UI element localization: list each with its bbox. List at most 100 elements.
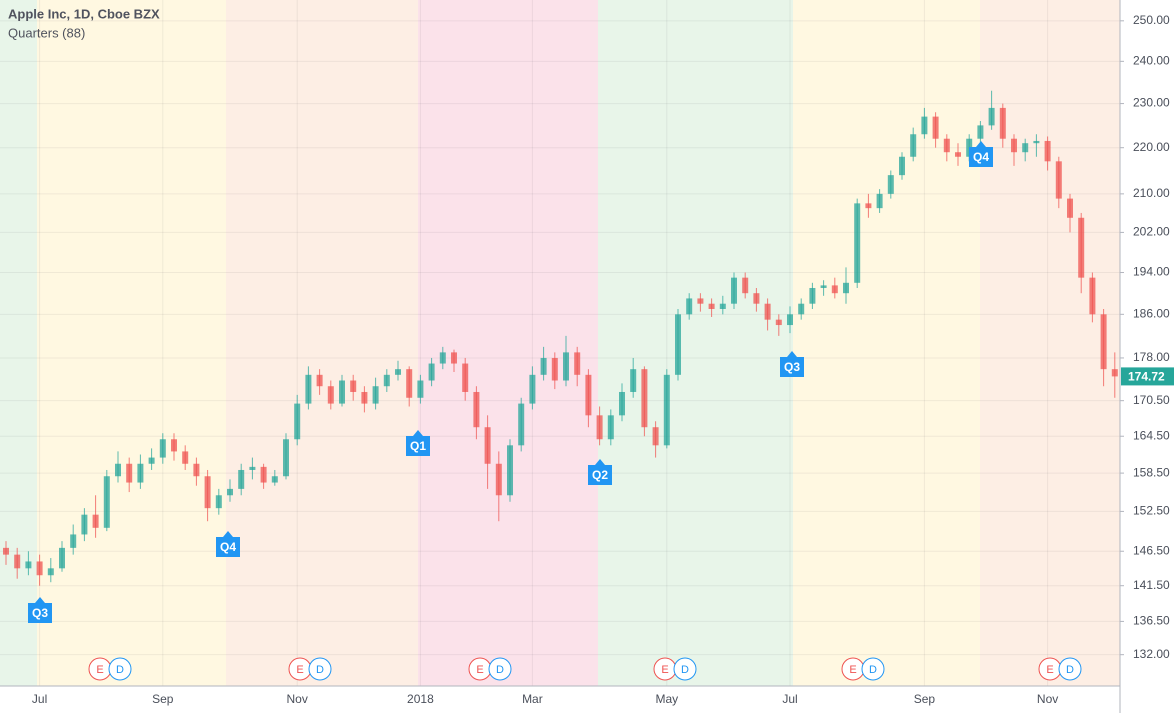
quarter-marker: Q3 xyxy=(780,351,804,377)
y-tick-label: 250.00 xyxy=(1133,13,1170,27)
event-badge[interactable] xyxy=(488,657,512,681)
candle-body xyxy=(204,476,211,509)
x-tick-label: Jul xyxy=(32,692,47,706)
candle-body xyxy=(943,138,950,153)
x-tick-label: Nov xyxy=(287,692,308,706)
indicator-label: Quarters (88) xyxy=(8,25,85,40)
event-badge[interactable] xyxy=(308,657,332,681)
candles xyxy=(3,90,1118,586)
candle-body xyxy=(507,445,513,496)
candle-body xyxy=(36,561,43,576)
quarter-marker: Q3 xyxy=(28,597,52,623)
candle-body xyxy=(686,298,693,315)
quarter-markers: Q3 Q4 Q1 Q2 Q3 Q4 xyxy=(28,141,993,623)
candle-body xyxy=(126,463,133,483)
candle-body xyxy=(1067,198,1073,218)
event-label: D xyxy=(681,664,689,676)
candle-body xyxy=(843,282,849,294)
event-label: E xyxy=(476,664,483,676)
event-label: D xyxy=(116,664,124,676)
candle-body xyxy=(540,357,547,375)
candle-body xyxy=(753,293,760,304)
candle-body xyxy=(831,285,838,294)
candle-body xyxy=(14,554,21,569)
quarter-label: Q2 xyxy=(592,468,608,482)
candle-body xyxy=(327,386,334,404)
candle-body xyxy=(1078,217,1085,278)
y-tick-label: 210.00 xyxy=(1133,186,1170,200)
grid xyxy=(0,0,1120,686)
event-label: D xyxy=(496,664,504,676)
quarter-label: Q3 xyxy=(32,606,48,620)
candle-body xyxy=(1100,314,1107,370)
quarter-marker: Q2 xyxy=(588,459,612,485)
quarter-marker: Q4 xyxy=(216,531,240,557)
candle-body xyxy=(238,469,245,489)
y-tick-label: 186.00 xyxy=(1133,306,1170,320)
last-price-label: 174.72 xyxy=(1128,370,1165,384)
candle-body xyxy=(529,374,536,404)
candle-body xyxy=(137,463,144,483)
y-tick-label: 178.00 xyxy=(1133,350,1170,364)
candle-body xyxy=(585,374,592,416)
event-badge[interactable] xyxy=(108,657,132,681)
candle-body xyxy=(215,495,222,509)
candle-body xyxy=(607,415,614,440)
candle-body xyxy=(775,319,782,326)
event-label: D xyxy=(316,664,324,676)
y-tick-label: 132.00 xyxy=(1133,647,1170,661)
x-tick-label: Sep xyxy=(152,692,174,706)
axes: 250.00 240.00 230.00 220.00 210.00 202.00 194.… xyxy=(32,13,1174,706)
candle-body xyxy=(260,466,267,483)
quarter-label: Q4 xyxy=(973,150,989,164)
candle-body xyxy=(249,466,256,470)
candle-body xyxy=(439,352,446,364)
candle-body xyxy=(316,374,323,387)
event-label: E xyxy=(661,664,668,676)
candle-body xyxy=(988,107,995,126)
candle-body xyxy=(675,314,681,375)
candle-body xyxy=(115,463,121,477)
event-badge[interactable] xyxy=(861,657,885,681)
candle-body xyxy=(182,451,189,464)
candle-body xyxy=(383,374,390,387)
candle-body xyxy=(283,439,289,477)
candle-body xyxy=(641,369,648,428)
candle-body xyxy=(619,391,625,416)
candle-body xyxy=(921,116,928,135)
quarter-label: Q1 xyxy=(410,439,426,453)
event-label: E xyxy=(849,664,856,676)
event-badge[interactable] xyxy=(673,657,697,681)
candle-body xyxy=(428,363,435,381)
candle-body xyxy=(406,369,413,398)
candle-body xyxy=(854,203,861,283)
candle-body xyxy=(473,391,480,428)
candle-body xyxy=(719,303,726,309)
candle-body xyxy=(395,369,401,375)
candle-body xyxy=(3,547,9,555)
x-tick-label: Jul xyxy=(782,692,797,706)
candle-body xyxy=(955,152,961,157)
candle-body xyxy=(81,514,88,535)
candle-body xyxy=(865,203,872,209)
candle-body xyxy=(103,476,110,528)
y-tick-label: 141.50 xyxy=(1133,578,1170,592)
event-badge[interactable] xyxy=(1058,657,1082,681)
candle-body xyxy=(652,427,659,446)
y-tick-label: 170.50 xyxy=(1133,393,1170,407)
candle-body xyxy=(372,386,379,404)
candle-body xyxy=(294,403,301,440)
candle-body xyxy=(1044,140,1051,162)
candle-body xyxy=(92,514,99,528)
candle-body xyxy=(596,415,603,440)
x-tick-label: 2018 xyxy=(407,692,434,706)
event-label: E xyxy=(296,664,303,676)
quarter-bands xyxy=(0,0,1120,686)
candle-body xyxy=(70,534,77,548)
candle-body xyxy=(1089,277,1096,315)
candle-body xyxy=(484,427,491,464)
candle-body xyxy=(271,476,278,483)
x-tick-label: Sep xyxy=(914,692,936,706)
candle-body xyxy=(305,374,312,404)
